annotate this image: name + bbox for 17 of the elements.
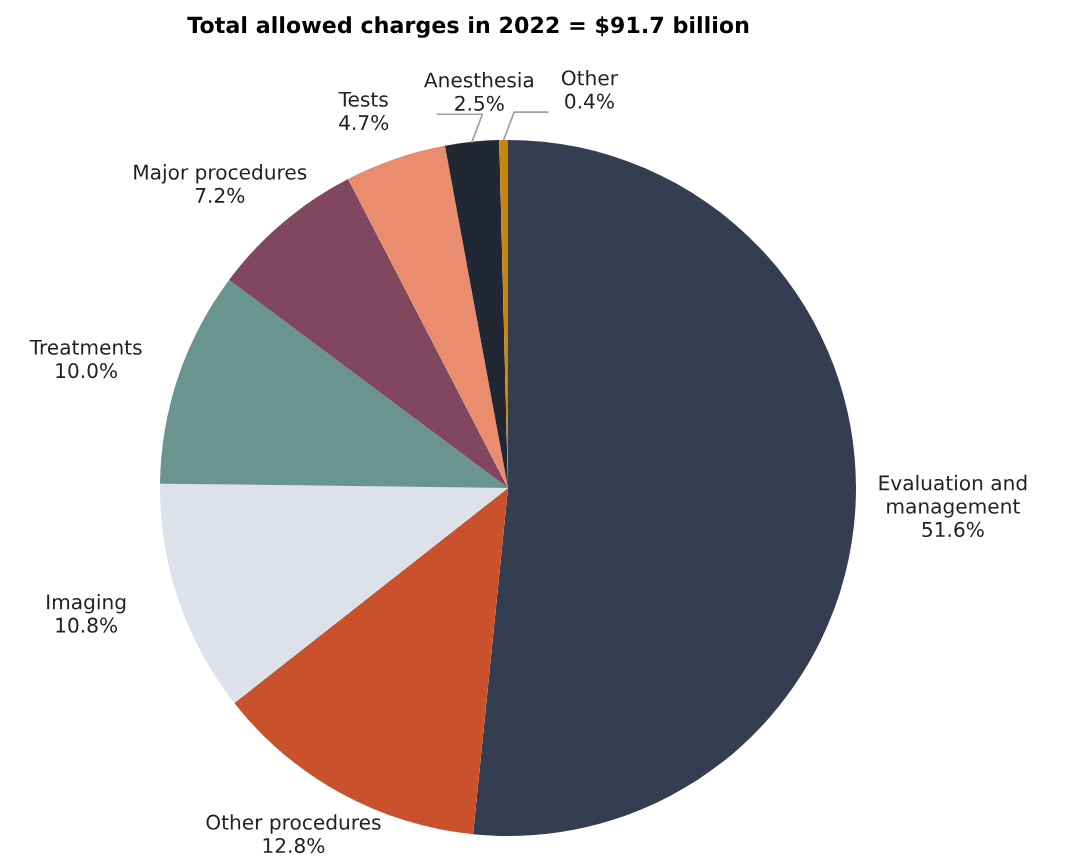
data-label: 0.4% — [565, 93, 614, 109]
data-label: 12.8% — [263, 837, 325, 854]
data-label: 7.2% — [195, 187, 245, 204]
slice-label: Tests — [338, 91, 388, 107]
data-label: 2.5% — [455, 95, 504, 111]
data-label: 51.6% — [922, 521, 984, 538]
slice-label: Imaging — [47, 593, 126, 614]
slice-label: Other procedures — [206, 814, 381, 834]
slice-label: Treatments — [29, 339, 142, 355]
chart-title: Total allowed charges in 2022 = $91.7 billion — [187, 16, 749, 38]
slice-label: Other — [561, 69, 618, 86]
data-label: 10.8% — [56, 617, 117, 633]
slice-label: Major procedures — [134, 164, 307, 184]
slice-label: Anesthesia — [424, 72, 533, 88]
slice-label: Evaluation and management — [879, 474, 1027, 518]
data-label: 4.7% — [339, 114, 389, 131]
data-label: 10.0% — [56, 362, 117, 379]
